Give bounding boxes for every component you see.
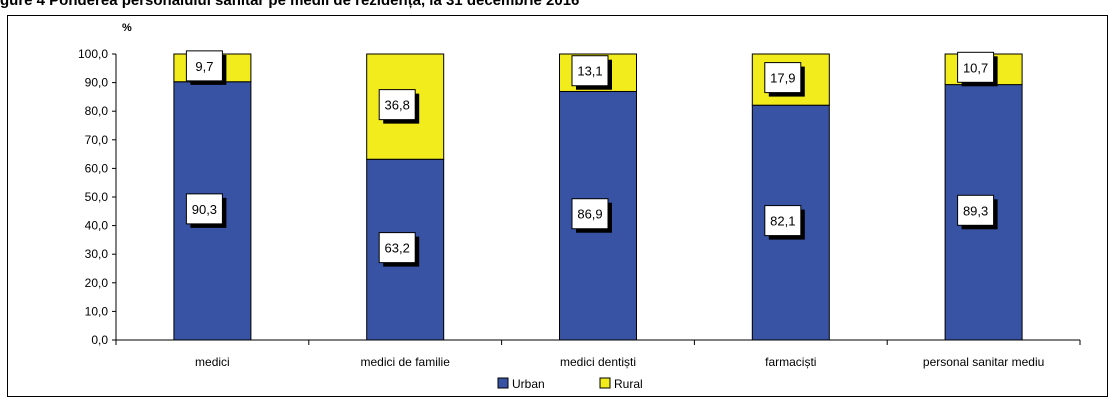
- data-label-box: [957, 51, 995, 83]
- y-tick-label: 60,0: [85, 161, 109, 175]
- data-label-box: [571, 55, 609, 87]
- axes: % 0,0 10,0 20,0 30,0 40,0 50,0 60,0 70,0 80,0 90,0…: [78, 22, 1081, 369]
- data-label: 82,1: [770, 214, 795, 229]
- legend-label-urban: Urban: [512, 377, 545, 391]
- legend-swatch-rural: [599, 377, 611, 389]
- data-label-box: [764, 62, 802, 94]
- y-tick-label: 40,0: [85, 219, 109, 233]
- data-label: 17,9: [770, 71, 795, 86]
- data-label: 90,3: [192, 202, 217, 217]
- data-labels: 90,3 9,7 63,2 36,8 86,9 13,1 82,1 17,9 89,3 10,7: [185, 50, 998, 267]
- y-tick-label: 0,0: [91, 333, 108, 347]
- data-label: 63,2: [385, 241, 410, 256]
- y-tick-label: 10,0: [85, 304, 109, 318]
- y-tick-label: 70,0: [85, 133, 109, 147]
- y-tick-label: 20,0: [85, 276, 109, 290]
- data-label-box: [378, 89, 416, 121]
- data-label: 89,3: [963, 203, 988, 218]
- y-tick-label: 50,0: [85, 190, 109, 204]
- data-label-box: [957, 194, 995, 226]
- data-label-box: [571, 198, 609, 230]
- y-tick-label: 30,0: [85, 247, 109, 261]
- chart-title: gure 4 Ponderea personalului sanitar pe …: [0, 0, 1113, 16]
- x-category-label: medici de familie: [361, 355, 451, 369]
- data-label: 10,7: [963, 60, 988, 75]
- data-label-box: [378, 232, 416, 264]
- y-tick-label: 80,0: [85, 104, 109, 118]
- legend: Urban Rural: [497, 377, 643, 391]
- chart-title-text: gure 4 Ponderea personalului sanitar pe …: [0, 0, 580, 9]
- y-tick-label: 90,0: [85, 76, 109, 90]
- y-tick-label: 100,0: [78, 47, 108, 61]
- chart-frame: [7, 15, 1108, 397]
- bars: [173, 53, 1023, 341]
- data-label: 86,9: [577, 207, 602, 222]
- data-label-box: [185, 50, 223, 82]
- x-category-label: medici dentiști: [560, 355, 636, 369]
- x-category-label: medici: [195, 355, 230, 369]
- data-label: 9,7: [195, 59, 213, 74]
- data-label-box: [185, 193, 223, 225]
- legend-swatch-urban: [497, 377, 509, 389]
- x-category-label: farmaciști: [765, 355, 816, 369]
- legend-label-rural: Rural: [614, 377, 643, 391]
- y-axis-unit-label: %: [122, 22, 132, 34]
- x-category-label: personal sanitar mediu: [923, 355, 1044, 369]
- data-label-box: [764, 205, 802, 237]
- data-label: 36,8: [385, 98, 410, 113]
- data-label: 13,1: [577, 64, 602, 79]
